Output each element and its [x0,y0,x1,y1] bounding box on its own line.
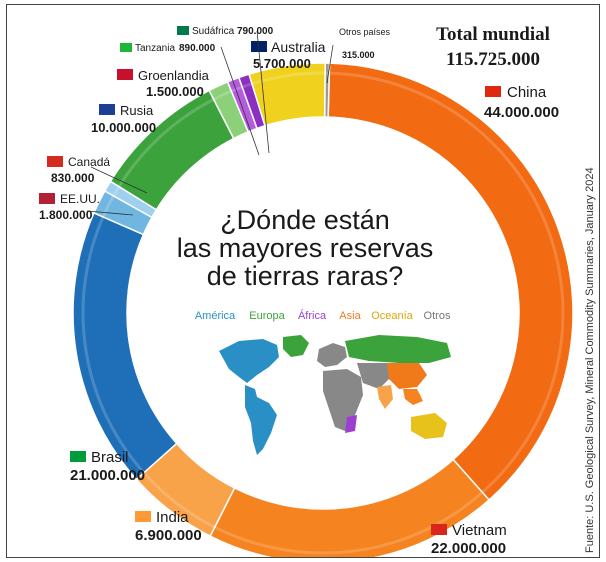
label-india-value: 6.900.000 [135,527,202,544]
label-india-name: India [156,509,189,526]
slice-highlight [214,491,484,555]
map-india [377,385,393,409]
label-south-africa-value: 790.000 [237,26,274,37]
map-europe [317,343,347,367]
flag-vietnam-icon [431,524,447,535]
map-china [387,363,427,389]
flag-australia-icon [251,41,267,52]
slice-highlight [142,471,216,529]
flag-tanzania-icon [120,43,132,52]
leader-others [326,44,334,84]
label-brasil-name: Brasil [91,449,129,466]
flag-china-icon [485,86,501,97]
flag-canada-icon [47,156,63,167]
flag-usa-icon [39,193,55,204]
legend-otros: Otros [424,310,451,322]
label-australia-value: 5.700.000 [253,56,311,71]
reserves-donut-chart: Total mundial 115.725.000 ¿Dónde están l… [39,24,596,557]
label-tanzania-value: 890.000 [179,43,216,54]
infographic-frame: Total mundial 115.725.000 ¿Dónde están l… [6,4,600,558]
leader-canada [90,166,148,194]
label-china-value: 44.000.000 [484,104,559,121]
slice-highlight [81,216,145,474]
slice-highlight [251,71,326,86]
legend-europa: Europa [249,310,285,322]
leader-tanzania [220,46,260,156]
label-canada-name: Canadá [68,155,110,169]
label-greenland-name: Groenlandia [138,68,210,83]
map-south-africa [345,415,357,433]
flag-russia-icon [99,104,115,115]
donut-ring [72,62,574,557]
leader-usa [86,210,134,216]
country-labels: China 44.000.000 Vietnam 22.000.000 Indi… [39,26,559,557]
map-greenland [283,335,309,357]
center-title-line-2: las mayores reservas [177,233,434,263]
label-australia-name: Australia [271,39,326,55]
map-vietnam [403,389,423,405]
label-greenland-value: 1.500.000 [146,84,204,99]
legend-africa: África [298,309,327,322]
legend-oceania: Oceanía [371,310,413,322]
map-north-america [219,339,279,383]
slice-china [327,62,574,501]
map-south-america [245,385,277,455]
legend-asia: Asia [339,310,361,322]
label-russia-value: 10.000.000 [91,120,156,135]
flag-brasil-icon [70,451,86,462]
region-legend: América Europa África Asia Oceanía Otros [195,309,451,322]
leader-lines [86,30,334,216]
center-title-line-3: de tierras raras? [207,261,404,291]
label-china-name: China [507,84,547,101]
legend-america: América [195,310,236,322]
map-africa [323,369,363,431]
map-australia [411,413,447,439]
total-label: Total mundial [436,24,550,45]
label-usa-value: 1.800.000 [39,208,93,222]
label-brasil-value: 21.000.000 [70,467,145,484]
map-middle-east [357,363,391,389]
label-tanzania-name: Tanzania [135,43,175,54]
label-vietnam-name: Vietnam [452,522,507,539]
label-south-africa-name: Sudáfrica [192,26,235,37]
map-russia [345,335,451,363]
slice-highlight [117,98,215,188]
label-usa-name: EE.UU. [60,192,100,206]
label-vietnam-value: 22.000.000 [431,540,506,557]
flag-india-icon [135,511,151,522]
label-russia-name: Rusia [120,103,154,118]
center-title-line-1: ¿Dónde están [220,205,390,235]
leader-south-africa [256,30,270,154]
flag-greenland-icon [117,69,133,80]
slice-highlight [329,71,565,494]
world-map-icon [219,335,451,455]
label-canada-value: 830.000 [51,171,95,185]
flag-south-africa-icon [177,26,189,35]
total-value: 115.725.000 [446,49,540,70]
label-others-value: 315.000 [342,50,375,60]
label-others-name: Otros países [339,27,391,37]
source-note: Fuente: U.S. Geological Survey, Mineral … [584,167,596,553]
donut-hole [129,119,517,507]
